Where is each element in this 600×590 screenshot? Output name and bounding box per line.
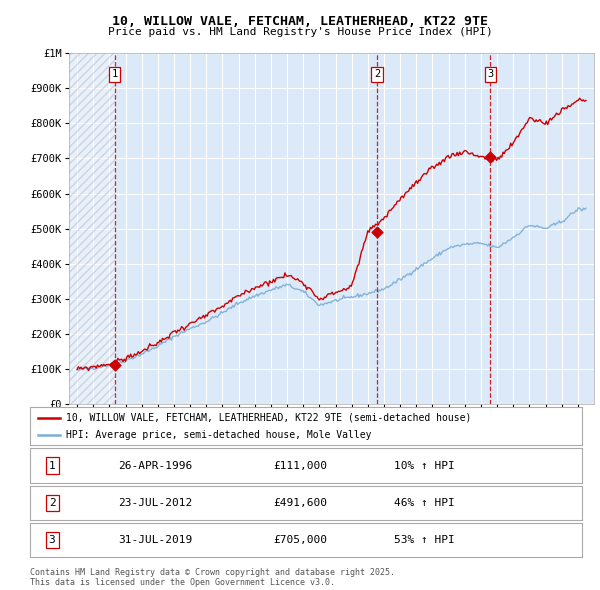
Point: [110, 360, 119, 370]
Text: Contains HM Land Registry data © Crown copyright and database right 2025.
This d: Contains HM Land Registry data © Crown c…: [30, 568, 395, 587]
Text: 1: 1: [49, 461, 55, 470]
Text: 10, WILLOW VALE, FETCHAM, LEATHERHEAD, KT22 9TE: 10, WILLOW VALE, FETCHAM, LEATHERHEAD, K…: [112, 15, 488, 28]
Text: 46% ↑ HPI: 46% ↑ HPI: [394, 498, 455, 507]
Text: 10% ↑ HPI: 10% ↑ HPI: [394, 461, 455, 470]
Text: 53% ↑ HPI: 53% ↑ HPI: [394, 535, 455, 545]
Text: £111,000: £111,000: [273, 461, 327, 470]
Text: £705,000: £705,000: [273, 535, 327, 545]
Text: Price paid vs. HM Land Registry's House Price Index (HPI): Price paid vs. HM Land Registry's House …: [107, 27, 493, 37]
Text: 3: 3: [487, 69, 493, 79]
Text: £491,600: £491,600: [273, 498, 327, 507]
Text: 26-APR-1996: 26-APR-1996: [118, 461, 193, 470]
Text: 2: 2: [49, 498, 55, 507]
Text: HPI: Average price, semi-detached house, Mole Valley: HPI: Average price, semi-detached house,…: [66, 431, 371, 441]
Text: 2: 2: [374, 69, 380, 79]
Bar: [69, 53, 115, 404]
Text: 31-JUL-2019: 31-JUL-2019: [118, 535, 193, 545]
Point: [372, 227, 382, 236]
Point: [485, 152, 495, 162]
Text: 23-JUL-2012: 23-JUL-2012: [118, 498, 193, 507]
Text: 10, WILLOW VALE, FETCHAM, LEATHERHEAD, KT22 9TE (semi-detached house): 10, WILLOW VALE, FETCHAM, LEATHERHEAD, K…: [66, 413, 471, 423]
Text: 1: 1: [112, 69, 118, 79]
Text: 3: 3: [49, 535, 55, 545]
